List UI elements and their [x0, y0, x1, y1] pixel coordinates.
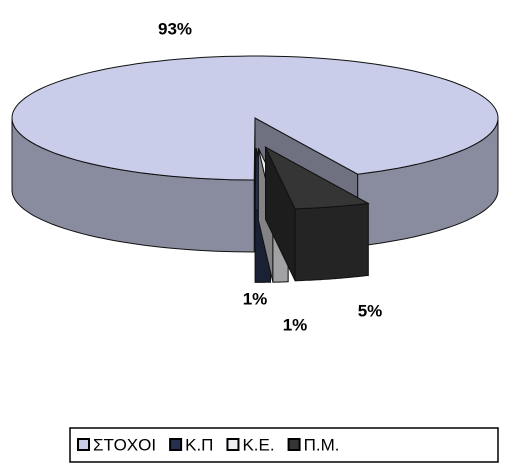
legend-label: Κ.Π — [185, 435, 213, 454]
legend-label: ΣΤΟΧΟΙ — [93, 435, 156, 454]
data-label: 93% — [158, 19, 192, 38]
legend-swatch — [287, 438, 301, 451]
data-label: 1% — [283, 315, 308, 334]
legend-swatch — [169, 438, 183, 451]
legend-swatch — [77, 438, 90, 451]
data-label: 1% — [243, 289, 268, 308]
slice-side — [294, 202, 369, 282]
legend-label: Π.Μ. — [304, 435, 340, 454]
legend-label: Κ.Ε. — [242, 435, 274, 454]
data-label: 5% — [358, 301, 383, 320]
slice — [264, 146, 370, 210]
legend-frame — [69, 427, 499, 463]
slice — [11, 55, 499, 181]
legend-swatch — [226, 438, 240, 451]
